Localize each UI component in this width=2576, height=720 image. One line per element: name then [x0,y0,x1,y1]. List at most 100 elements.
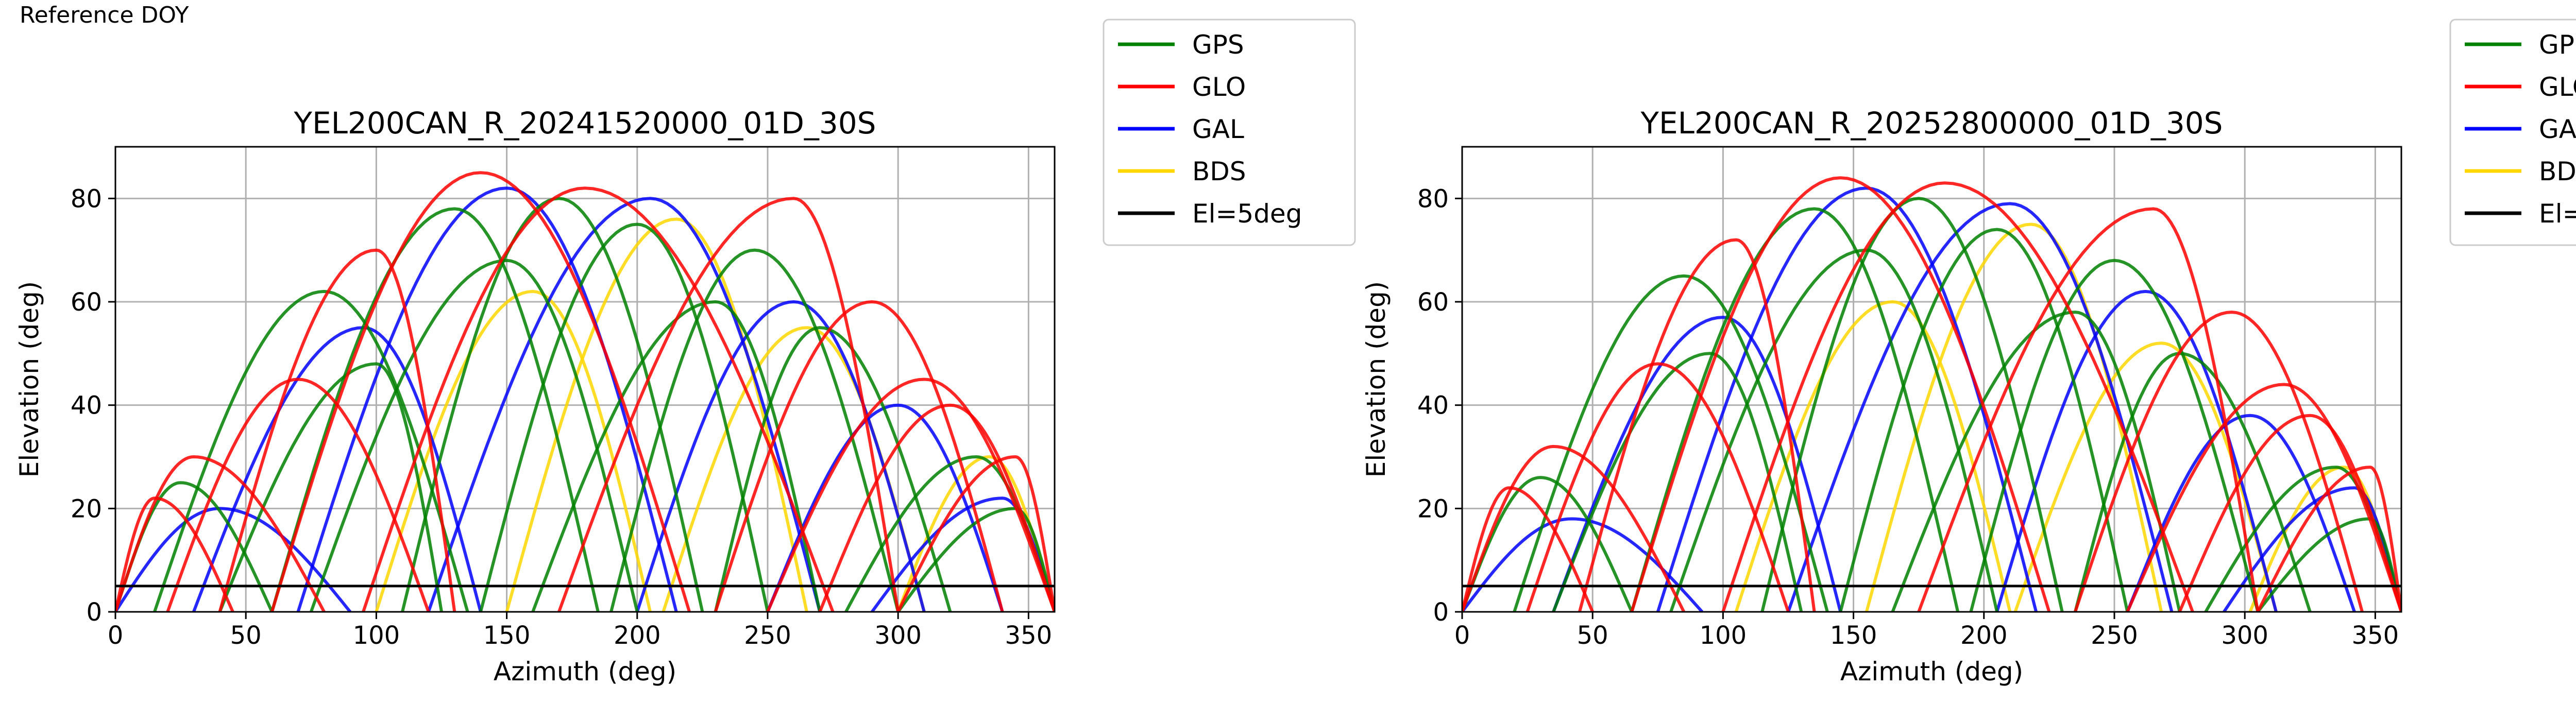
legend-label: El=5deg [1192,199,1302,229]
x-tick-label: 250 [744,621,791,650]
legend-label: GLO [1192,72,1246,102]
track-glo [1721,181,2194,612]
x-tick-label: 50 [230,621,262,650]
x-tick-label: 350 [2352,621,2399,650]
chart-2: 0 50 100 150 200 250 300 350 0 20 40 60 80 YEL200CAN_… [1361,19,2576,687]
legend-label: El=5deg [2539,199,2576,229]
x-axis-label: Azimuth (deg) [1840,657,2023,687]
series-gal [1462,186,2401,612]
track-glo [1578,238,1816,612]
x-axis-label: Azimuth (deg) [494,657,676,687]
track-gal [427,197,822,612]
series-bds [375,217,1055,612]
track-glo [2178,414,2401,612]
x-tick-label: 200 [614,621,661,650]
chart-title: YEL200CAN_R_20252800000_01D_30S [1640,106,2223,141]
track-gal [1552,316,1842,612]
track-gps [218,362,443,612]
track-gps [153,289,469,612]
legend-label: GPS [1192,30,1244,60]
track-gal [1787,202,2174,612]
legend-label: GPS [2539,30,2576,60]
legend-label: GLO [2539,72,2576,102]
axes-frame [1461,146,2402,613]
x-tick-label: 350 [1005,621,1053,650]
track-bds [2013,341,2278,612]
track-glo [557,197,900,612]
track-glo [166,378,430,612]
track-gps [479,222,769,612]
track-glo [2256,466,2401,612]
x-tick-label: 300 [874,621,922,650]
track-glo [1630,176,2051,612]
track-gps [270,207,600,612]
legend-box [1103,19,1356,246]
x-tick-label: 0 [108,621,124,650]
y-tick-label: 20 [71,494,102,523]
track-bds [505,217,808,612]
track-gps [309,259,639,612]
grid [1461,147,2401,613]
legend-label: BDS [2539,157,2576,186]
y-tick-label: 60 [71,288,102,317]
track-glo [362,186,835,612]
track-gps [1839,228,2129,612]
x-tick-label: 200 [1960,621,2008,650]
x-tick-label: 300 [2221,621,2268,650]
y-tick-label: 20 [1417,494,1449,523]
track-glo [818,403,1055,612]
legend-label: BDS [1192,157,1246,186]
chart-1: 0 50 100 150 200 250 300 350 0 20 40 60 80 YEL200CAN_… [14,19,1356,687]
legend: GPS GLO GAL BDS El=5deg [1103,19,1356,246]
track-gps [609,248,900,612]
track-glo [1462,444,1686,612]
legend-box [2449,19,2576,246]
track-glo [896,455,1055,612]
y-axis-label: Elevation (deg) [1361,281,1391,477]
series-glo [1462,176,2401,612]
data-marks [1462,176,2401,612]
x-tick-label: 100 [353,621,400,650]
track-glo [218,248,456,612]
x-tick-label: 0 [1454,621,1470,650]
x-tick-label: 100 [1700,621,1747,650]
track-glo [1462,486,1594,612]
axes-frame [114,146,1056,613]
track-glo [2126,383,2401,612]
legend: GPS GLO GAL BDS El=5deg [2449,19,2576,246]
y-tick-label: 80 [71,184,102,213]
y-tick-label: 0 [1433,598,1449,627]
track-glo [714,300,1004,612]
track-gal [1656,186,2038,612]
track-glo [2074,311,2364,612]
track-bds [375,289,652,612]
track-gps [1969,259,2260,612]
y-axis-label: Elevation (deg) [14,281,44,477]
y-tick-label: 40 [71,391,102,420]
track-glo [766,378,1055,612]
x-tick-label: 50 [1577,621,1608,650]
track-gps [1552,352,1803,612]
chart-title: YEL200CAN_R_20241520000_01D_30S [294,106,876,141]
series-glo [115,171,1055,612]
track-gps [1760,197,2064,612]
track-gps [1462,476,1633,612]
track-gps [1891,311,2181,612]
y-tick-label: 0 [86,598,102,627]
track-glo [115,455,326,612]
y-tick-label: 40 [1417,391,1449,420]
track-gps [531,300,822,612]
track-glo [115,496,234,612]
x-tick-label: 250 [2091,621,2138,650]
track-gps [714,326,952,612]
track-gal [2126,414,2356,612]
track-glo [1917,207,2260,612]
track-gal [635,300,926,612]
track-glo [270,171,691,612]
x-tick-label: 150 [483,621,531,650]
track-bds [1734,300,2012,612]
figure-corner-label: Reference DOY [20,2,189,28]
series-gps [115,197,1055,612]
x-tick-label: 150 [1830,621,1877,650]
